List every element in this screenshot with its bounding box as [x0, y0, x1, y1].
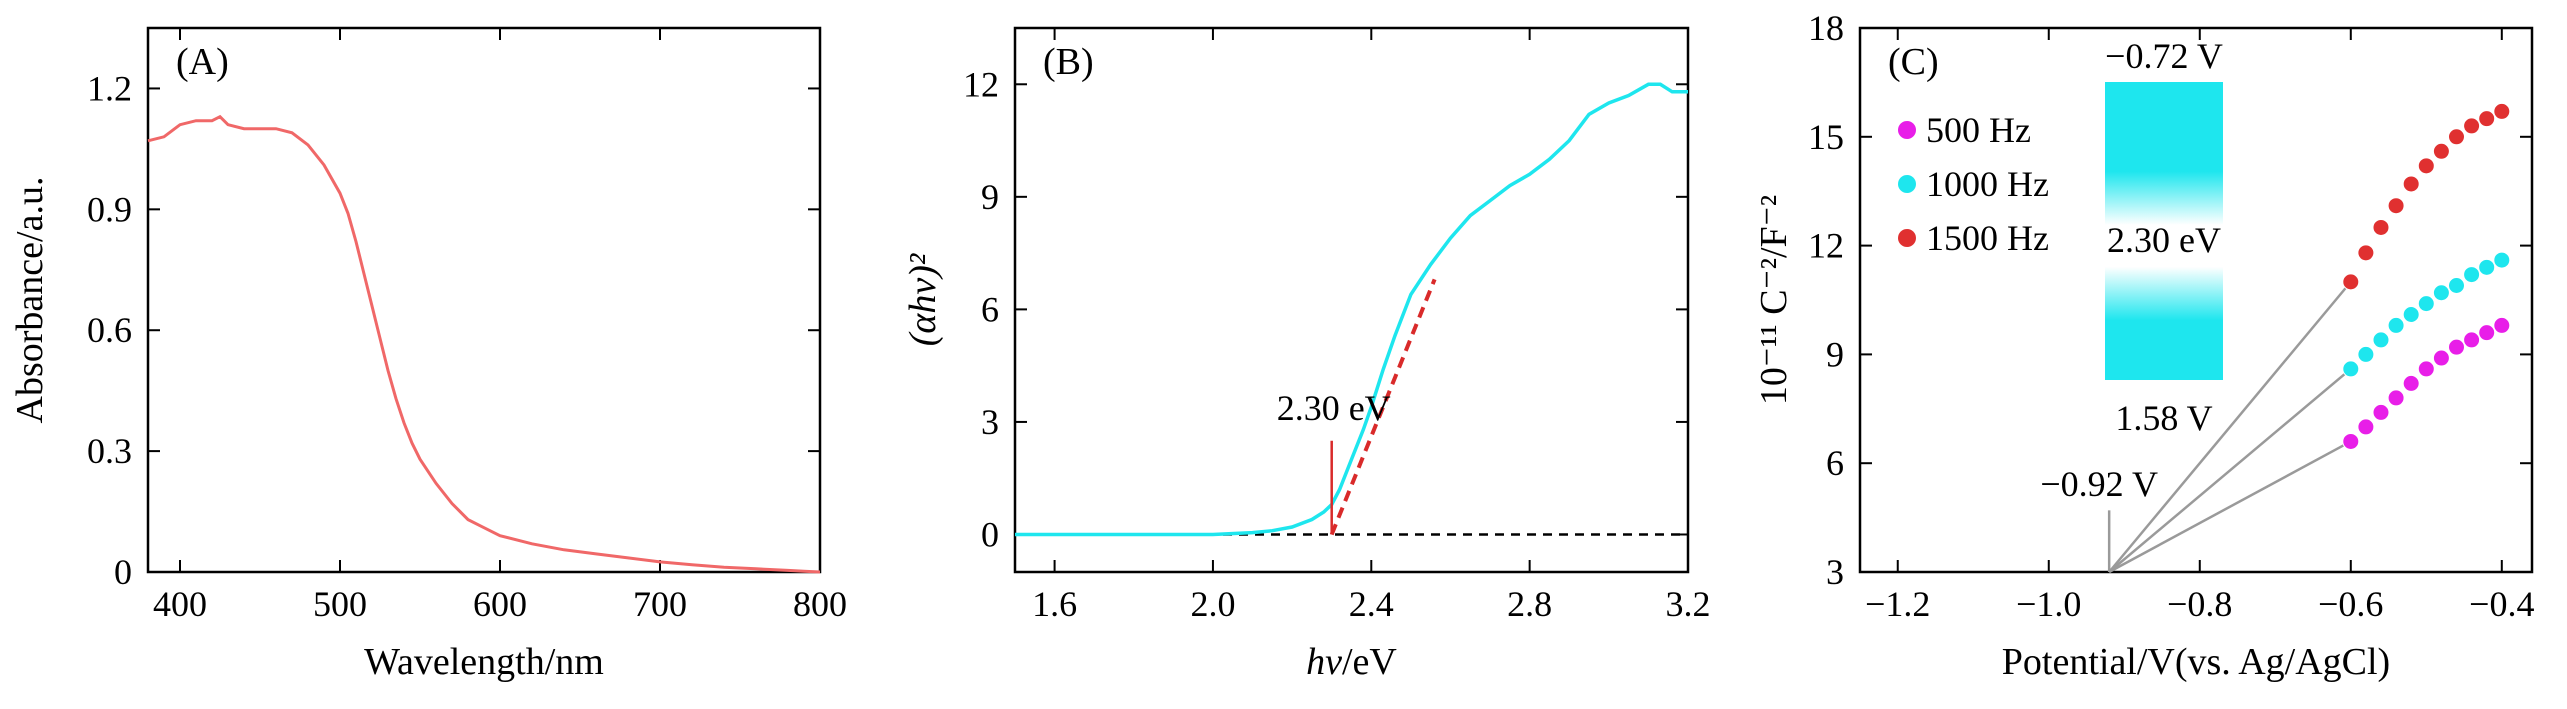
- data-point-1500-hz: [2357, 244, 2375, 262]
- legend-marker: [1898, 175, 1916, 193]
- data-point-1500-hz: [2402, 175, 2420, 193]
- x-tick-label: 1.6: [1032, 584, 1077, 624]
- legend-marker: [1898, 229, 1916, 247]
- y-tick-label: 9: [981, 177, 999, 217]
- data-point-1000-hz: [2447, 276, 2465, 294]
- data-point-500-hz: [2447, 338, 2465, 356]
- extrapolation-line: [2108, 367, 2352, 573]
- panel-c-mott-schottky-plot: −1.2 −1.0 −0.8 −0.6 −0.4 3 6 9 12 15 18 (C) −0.92 V 5…: [1753, 8, 2534, 683]
- y-tick-label: 0.9: [87, 189, 132, 229]
- data-point-1000-hz: [2357, 345, 2375, 363]
- y-axis-title: Absorbance/a.u.: [9, 177, 51, 424]
- data-point-1500-hz: [2342, 273, 2360, 291]
- data-point-1000-hz: [2402, 306, 2420, 324]
- legend-label: 1000 Hz: [1926, 164, 2049, 204]
- panel-label: (B): [1043, 41, 1094, 83]
- flatband-annotation: −0.92 V: [2040, 464, 2158, 504]
- y-tick-label: 12: [963, 64, 999, 104]
- x-tick-label: 500: [313, 584, 367, 624]
- x-tick-label: −0.8: [2167, 584, 2232, 624]
- y-tick-label: 6: [1826, 443, 1844, 483]
- data-point-1500-hz: [2478, 110, 2496, 128]
- extrapolation-line: [2108, 440, 2352, 574]
- y-tick-label: 0.3: [87, 431, 132, 471]
- data-point-500-hz: [2387, 389, 2405, 407]
- data-point-1000-hz: [2342, 360, 2360, 378]
- y-tick-label: 18: [1808, 8, 1844, 48]
- y-tick-label: 0: [981, 514, 999, 554]
- x-tick-label: 2.8: [1507, 584, 1552, 624]
- x-axis-title: hv/eV: [1306, 641, 1397, 683]
- x-tick-label: −1.0: [2016, 584, 2081, 624]
- data-point-500-hz: [2357, 418, 2375, 436]
- y-tick-label: 3: [981, 402, 999, 442]
- data-point-1500-hz: [2372, 218, 2390, 236]
- tangent-fit-line: [1329, 278, 1437, 536]
- vb-potential-label: 1.58 V: [2115, 398, 2212, 438]
- x-tick-label: 400: [153, 584, 207, 624]
- y-tick-label: 12: [1808, 226, 1844, 266]
- plot-frame: [1013, 26, 1690, 574]
- data-point-1000-hz: [2432, 284, 2450, 302]
- plot-frame: [1858, 26, 2534, 574]
- x-tick-label: −0.6: [2318, 584, 2383, 624]
- cb-potential-label: −0.72 V: [2105, 36, 2223, 76]
- y-tick-label: 15: [1808, 117, 1844, 157]
- data-point-1000-hz: [2387, 316, 2405, 334]
- data-point-500-hz: [2372, 403, 2390, 421]
- y-tick-label: 9: [1826, 334, 1844, 374]
- data-point-500-hz: [2463, 331, 2481, 349]
- extrapolation-line: [2108, 281, 2352, 573]
- data-point-1000-hz: [2372, 331, 2390, 349]
- plot-frame: [146, 26, 822, 574]
- tauc-curve: [1015, 82, 1688, 537]
- legend-label: 1500 Hz: [1926, 218, 2049, 258]
- data-point-500-hz: [2342, 432, 2360, 450]
- panel-a-absorbance-chart: 400 500 600 700 800 0 0.3 0.6 0.9 1.2 (A) Wavelengt…: [9, 26, 847, 683]
- x-tick-label: 3.2: [1666, 584, 1711, 624]
- x-tick-label: 2.0: [1190, 584, 1235, 624]
- data-point-1500-hz: [2417, 157, 2435, 175]
- data-point-1000-hz: [2478, 258, 2496, 276]
- data-point-500-hz: [2417, 360, 2435, 378]
- x-axis-title: Wavelength/nm: [364, 641, 604, 683]
- x-tick-label: 2.4: [1349, 584, 1394, 624]
- y-tick-label: 0: [114, 552, 132, 592]
- bandgap-annotation: 2.30 eV: [1277, 388, 1391, 428]
- data-point-1500-hz: [2493, 102, 2511, 120]
- legend-label: 500 Hz: [1926, 110, 2031, 150]
- data-point-1500-hz: [2387, 197, 2405, 215]
- x-tick-label: −1.2: [1865, 584, 1930, 624]
- data-point-1000-hz: [2463, 266, 2481, 284]
- y-axis-title: (αhv)²: [902, 253, 944, 346]
- data-point-500-hz: [2432, 349, 2450, 367]
- data-point-1000-hz: [2493, 251, 2511, 269]
- x-axis-title: Potential/V(vs. Ag/AgCl): [2002, 641, 2390, 683]
- data-point-500-hz: [2493, 316, 2511, 334]
- data-point-1000-hz: [2417, 295, 2435, 313]
- data-point-500-hz: [2478, 324, 2496, 342]
- data-point-1500-hz: [2463, 117, 2481, 135]
- data-point-500-hz: [2402, 374, 2420, 392]
- x-tick-label: −0.4: [2469, 584, 2534, 624]
- absorbance-line: [147, 114, 821, 574]
- panel-label: (C): [1888, 41, 1939, 83]
- x-tick-label: 600: [473, 584, 527, 624]
- bandgap-label: 2.30 eV: [2107, 220, 2221, 260]
- x-tick-label: 800: [793, 584, 847, 624]
- y-axis-title: 10⁻¹¹ C⁻²/F⁻²: [1753, 195, 1795, 405]
- x-tick-label: 700: [633, 584, 687, 624]
- panel-b-tauc-plot: 1.6 2.0 2.4 2.8 3.2 0 3 6 9 12 (B) 2.30 eV hv/eV (αhv…: [902, 26, 1711, 683]
- data-point-1500-hz: [2432, 142, 2450, 160]
- legend-marker: [1898, 121, 1916, 139]
- panel-label: (A): [176, 41, 229, 83]
- y-tick-label: 6: [981, 289, 999, 329]
- band-diagram: [2105, 82, 2223, 380]
- y-tick-label: 0.6: [87, 310, 132, 350]
- y-tick-label: 1.2: [87, 68, 132, 108]
- data-point-1500-hz: [2447, 128, 2465, 146]
- y-tick-label: 3: [1826, 552, 1844, 592]
